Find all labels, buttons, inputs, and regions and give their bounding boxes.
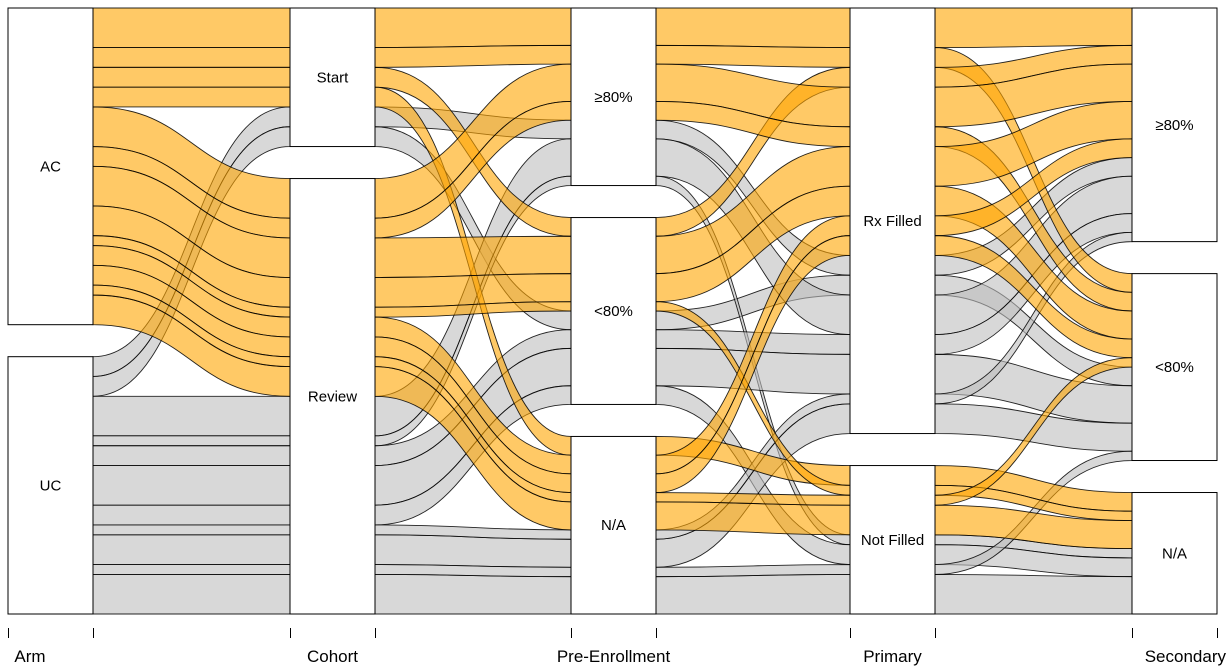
category-box-secondary-2: [1131, 492, 1218, 615]
flow-band-UC-Review-NA-NotFilled-80-seg0: [92, 564, 291, 575]
flow-band-AC-Start-80-RxFilled-80-seg1: [374, 7, 572, 49]
flow-band-AC-Start-80-RxFilled-80-seg2: [655, 44, 851, 68]
boxes-layer: AC UC Start Review ≥80% <80% N/A Rx Filled Not F…: [7, 7, 1218, 615]
category-label-arm-0: AC: [40, 158, 61, 175]
category-box-pre-enrollment-2: [570, 435, 657, 615]
axis-label-cohort: Cohort: [307, 647, 358, 666]
category-box-cohort-0: [289, 7, 376, 148]
category-label-pre-enrollment-0: ≥80%: [594, 89, 632, 106]
category-label-cohort-0: Start: [317, 69, 350, 86]
flow-band-UC-Review-NA-NotFilled-NA-seg3: [934, 573, 1133, 615]
flow-band-AC-Start-80-RxFilled-80-seg2: [655, 7, 851, 49]
flow-band-UC-Review-NA-NotFilled-NA-seg0: [92, 573, 291, 615]
category-label-secondary-2: N/A: [1162, 545, 1187, 562]
flow-band-AC-Start-80-RxFilled-80-seg0: [92, 7, 291, 49]
flow-band-UC-Review-NA-NotFilled-NA-seg1: [374, 573, 572, 615]
category-box-primary-0: [849, 7, 936, 435]
category-box-arm-0: [7, 7, 94, 326]
flow-band-UC-Review-80-NotFilled-NA-seg0: [92, 504, 291, 526]
category-label-cohort-1: Review: [308, 388, 357, 405]
flow-band-AC-Start-80-RxFilled-80-seg1: [374, 44, 572, 68]
axis-layer: Arm Cohort Pre-Enrollment Primary Secondary: [8, 628, 1227, 666]
flow-band-UC-Review-NA-NotFilled-80-seg2: [655, 564, 851, 578]
category-box-pre-enrollment-0: [570, 7, 657, 187]
category-box-cohort-1: [289, 178, 376, 615]
flow-band-UC-Review-80-RxFilled-80-seg0: [92, 395, 291, 437]
axis-label-pre-enrollment: Pre-Enrollment: [557, 647, 671, 666]
flow-band-UC-Review-80-NotFilled-NA-seg0: [92, 435, 291, 447]
category-box-primary-1: [849, 465, 936, 615]
category-label-pre-enrollment-1: <80%: [594, 303, 633, 320]
flow-band-UC-Review-NA-RxFilled-80-seg0: [92, 524, 291, 536]
category-box-arm-1: [7, 356, 94, 615]
category-label-secondary-0: ≥80%: [1155, 117, 1193, 134]
flow-band-UC-Review-NA-RxFilled-80-seg1: [374, 534, 572, 568]
flow-band-AC-Start-80-RxFilled-80-seg0: [92, 66, 291, 88]
flow-band-AC-Start-80-RxFilled-80-seg3: [934, 7, 1133, 49]
category-label-primary-0: Rx Filled: [863, 213, 921, 230]
category-box-secondary-1: [1131, 273, 1218, 462]
category-label-arm-1: UC: [40, 477, 62, 494]
axis-label-arm: Arm: [14, 647, 45, 666]
axis-label-secondary: Secondary: [1145, 647, 1227, 666]
flow-band-AC-Review-NA-NotFilled-NA-seg2: [655, 501, 851, 536]
category-label-primary-1: Not Filled: [861, 532, 924, 549]
category-box-pre-enrollment-1: [570, 217, 657, 405]
flow-band-AC-Review-80-RxFilled-80-seg1: [374, 235, 572, 278]
flow-band-UC-Review-80-RxFilled-80-seg0: [92, 465, 291, 506]
category-label-pre-enrollment-2: N/A: [601, 517, 626, 534]
flow-band-UC-Review-NA-RxFilled-80-seg0: [92, 534, 291, 565]
flow-band-UC-Review-NA-NotFilled-NA-seg2: [655, 573, 851, 615]
flow-band-AC-Start-80-RxFilled-80-seg0: [92, 47, 291, 68]
axis-label-primary: Primary: [863, 647, 922, 666]
flow-band-AC-Start-NA-NotFilled-NA-seg0: [92, 86, 291, 108]
flow-band-UC-Review-80-RxFilled-80-seg0: [92, 445, 291, 467]
category-box-secondary-0: [1131, 7, 1218, 243]
category-label-secondary-1: <80%: [1155, 359, 1194, 376]
